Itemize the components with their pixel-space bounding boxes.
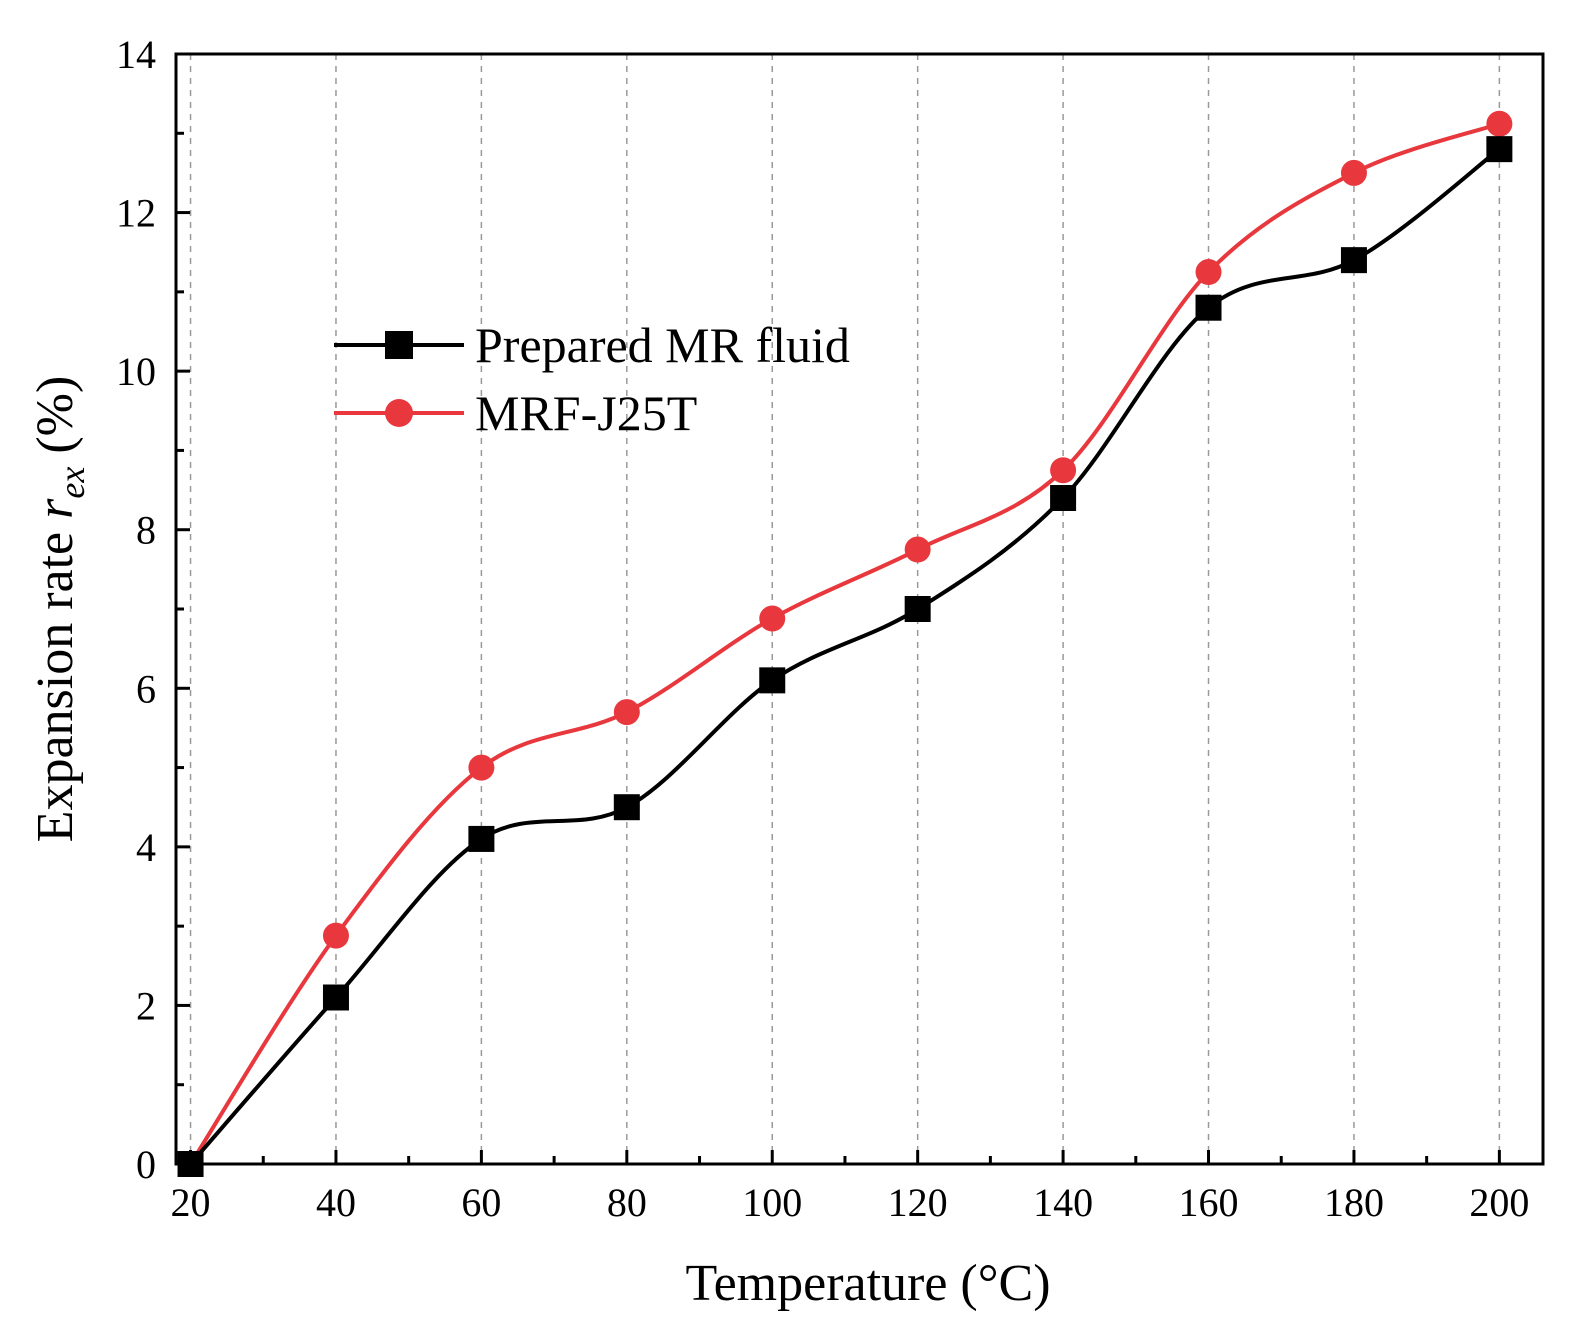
x-tick-label: 60 (461, 1180, 501, 1225)
x-tick-label: 80 (607, 1180, 647, 1225)
y-tick-label: 4 (136, 825, 156, 870)
data-point-prepared (759, 667, 786, 694)
series-line-mrf (188, 121, 1501, 1166)
x-tick-label: 100 (742, 1180, 802, 1225)
y-axis-title-suffix: (%) (27, 376, 84, 467)
data-point-prepared (904, 596, 931, 622)
legend-marker-mrf (385, 399, 413, 427)
legend: Prepared MR fluid MRF-J25T (334, 317, 850, 441)
y-tick-label: 12 (116, 191, 156, 236)
data-point-prepared (1486, 136, 1513, 163)
y-tick-label: 0 (136, 1142, 156, 1187)
y-axis-title: Expansion rate rex (%) (27, 376, 92, 843)
legend-marker-prepared (385, 331, 413, 359)
data-point-prepared (1195, 294, 1222, 321)
x-tick-label: 180 (1324, 1180, 1384, 1225)
data-point-mrf (613, 699, 640, 726)
data-point-mrf (759, 605, 786, 632)
y-tick-label: 8 (136, 508, 156, 553)
x-tick-label: 160 (1179, 1180, 1239, 1225)
y-axis-title-subscript: ex (52, 467, 92, 499)
y-tick-label: 6 (136, 666, 156, 711)
data-point-prepared (468, 825, 495, 852)
data-point-mrf (322, 922, 349, 949)
data-point-mrf (468, 754, 495, 781)
x-tick-label: 120 (888, 1180, 948, 1225)
y-tick-label: 2 (136, 983, 156, 1028)
tick-layer (176, 52, 1501, 1166)
grid-layer (189, 54, 1501, 1164)
data-point-prepared (613, 794, 640, 821)
data-point-prepared (322, 984, 349, 1011)
y-axis-title-symbol: r (27, 498, 84, 519)
data-point-prepared (1340, 247, 1367, 274)
x-tick-label: 140 (1033, 1180, 1093, 1225)
x-axis-title: Temperature (°C) (685, 1255, 1050, 1312)
data-point-prepared (1050, 485, 1077, 511)
series-line-prepared (189, 147, 1501, 1166)
data-point-mrf (1050, 457, 1077, 484)
data-point-mrf (1195, 259, 1222, 286)
x-tick-label: 200 (1469, 1180, 1529, 1225)
y-tick-label: 10 (116, 349, 156, 394)
label-layer: 20 40 60 80 100 120 140 160 180 200 0 2 4 6 8 10 12 14 (116, 32, 1529, 1225)
legend-label-prepared: Prepared MR fluid (475, 317, 850, 373)
data-point-mrf (1340, 159, 1367, 186)
series-layer (177, 110, 1513, 1177)
data-point-mrf (904, 536, 931, 563)
x-tick-label: 20 (171, 1180, 211, 1225)
data-point-mrf (1486, 110, 1513, 137)
plot-frame (174, 52, 1545, 1166)
x-tick-label: 40 (316, 1180, 356, 1225)
y-tick-label: 14 (116, 32, 156, 77)
legend-label-mrf: MRF-J25T (475, 385, 697, 441)
y-axis-title-prefix: Expansion rate (27, 519, 84, 842)
